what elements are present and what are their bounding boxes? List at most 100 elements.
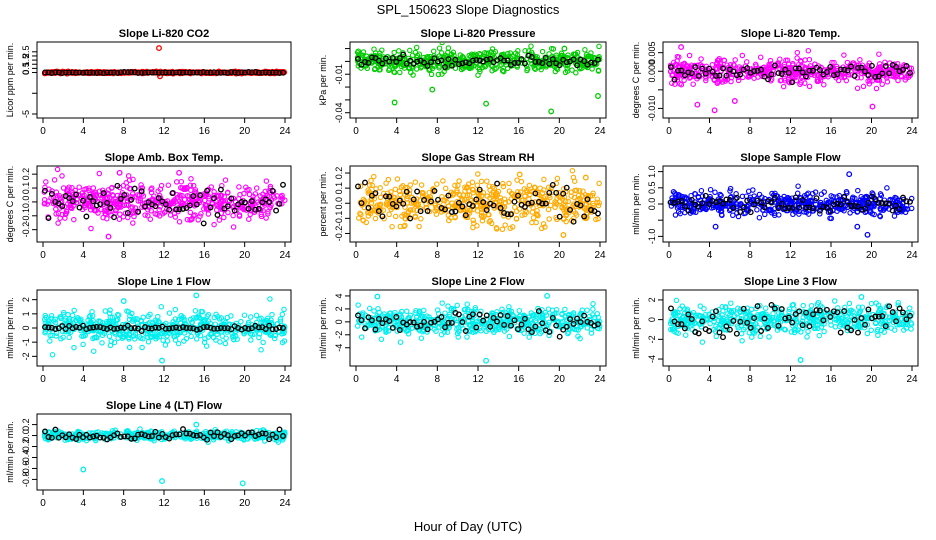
- hourly-mean-point: [135, 208, 142, 215]
- data-point: [547, 202, 554, 209]
- data-point: [53, 206, 59, 212]
- data-point: [752, 61, 759, 68]
- data-point: [126, 344, 133, 351]
- data-point: [721, 57, 728, 64]
- data-point: [104, 215, 110, 222]
- hourly-mean-point: [504, 57, 511, 64]
- data-point: [233, 333, 239, 340]
- outlier-point: [544, 292, 551, 299]
- data-point: [90, 335, 96, 342]
- x-tick-label: 20: [866, 126, 878, 137]
- hourly-mean-point: [730, 68, 737, 75]
- hourly-mean-point: [553, 189, 560, 196]
- hourly-mean-point: [176, 69, 183, 76]
- series-points: [667, 44, 915, 114]
- hourly-mean-point: [83, 326, 90, 333]
- data-point: [126, 336, 132, 342]
- data-point: [828, 65, 835, 72]
- data-point: [572, 187, 578, 194]
- outlier-point: [712, 223, 719, 230]
- hourly-mean-point: [879, 200, 886, 207]
- panel-title: Slope Li-820 Temp.: [741, 28, 840, 40]
- y-tick-label: 0.2: [21, 168, 31, 181]
- data-point: [214, 313, 221, 320]
- data-point: [265, 209, 271, 215]
- hourly-mean-point: [166, 69, 173, 76]
- data-point: [690, 209, 697, 215]
- data-point: [817, 211, 823, 217]
- data-point: [54, 166, 61, 173]
- hourly-mean-point: [855, 203, 861, 210]
- data-point: [907, 72, 913, 79]
- data-point: [537, 185, 543, 191]
- data-point: [501, 328, 508, 334]
- panel-y-axis-label: degrees C per min.: [631, 42, 641, 119]
- data-point: [211, 314, 218, 321]
- data-point: [714, 202, 721, 209]
- data-point: [500, 183, 507, 190]
- data-point: [515, 48, 521, 54]
- y-tick-label: 4: [334, 293, 344, 298]
- hourly-mean-point: [224, 203, 231, 210]
- hourly-mean-point: [421, 197, 428, 203]
- data-point: [839, 206, 846, 212]
- data-point: [391, 69, 398, 76]
- data-point: [449, 200, 455, 206]
- x-tick-label: 16: [513, 126, 525, 137]
- data-point: [257, 193, 263, 199]
- series-points: [354, 292, 603, 364]
- hourly-mean-point: [490, 314, 497, 321]
- data-point: [383, 202, 390, 208]
- data-point: [805, 47, 812, 54]
- hourly-mean-point: [789, 204, 796, 211]
- hourly-mean-point: [563, 184, 570, 191]
- data-point: [421, 307, 427, 314]
- hourly-mean-point: [733, 72, 740, 79]
- data-point: [530, 215, 537, 221]
- hourly-mean-point: [276, 70, 283, 76]
- hourly-mean-point: [186, 325, 193, 332]
- data-point: [571, 51, 578, 58]
- data-point: [418, 216, 424, 222]
- data-point: [498, 321, 504, 327]
- data-point: [713, 61, 720, 67]
- x-tick-label: 16: [825, 126, 837, 137]
- data-point: [478, 178, 485, 185]
- hourly-mean-point: [535, 58, 542, 65]
- data-point: [878, 192, 885, 199]
- data-point: [172, 199, 179, 205]
- data-point: [766, 61, 772, 68]
- data-point: [596, 43, 602, 50]
- hourly-mean-point: [799, 69, 806, 76]
- data-point: [818, 199, 824, 206]
- hourly-mean-point: [508, 322, 514, 329]
- data-point: [549, 307, 556, 314]
- data-point: [484, 178, 490, 184]
- y-tick-label: -2: [334, 331, 344, 339]
- data-point: [854, 85, 861, 92]
- data-point: [181, 197, 188, 203]
- hourly-mean-point: [699, 65, 706, 72]
- hourly-mean-point: [511, 60, 518, 66]
- data-point: [379, 313, 385, 319]
- data-point: [433, 211, 440, 217]
- data-point: [545, 184, 552, 191]
- data-point: [595, 202, 602, 209]
- data-point: [464, 301, 470, 307]
- data-point: [194, 329, 200, 336]
- hourly-mean-point: [396, 197, 403, 204]
- data-point: [444, 329, 451, 335]
- data-point: [873, 85, 880, 92]
- data-point: [747, 194, 754, 201]
- data-point: [253, 185, 260, 191]
- data-point: [267, 296, 273, 302]
- data-point: [130, 220, 136, 226]
- data-point: [539, 307, 545, 313]
- data-point: [225, 209, 231, 216]
- hourly-mean-point: [452, 56, 459, 63]
- data-point: [434, 181, 440, 187]
- panel-y-axis-label: ml/min per min.: [631, 173, 641, 235]
- x-tick-label: 8: [747, 250, 753, 261]
